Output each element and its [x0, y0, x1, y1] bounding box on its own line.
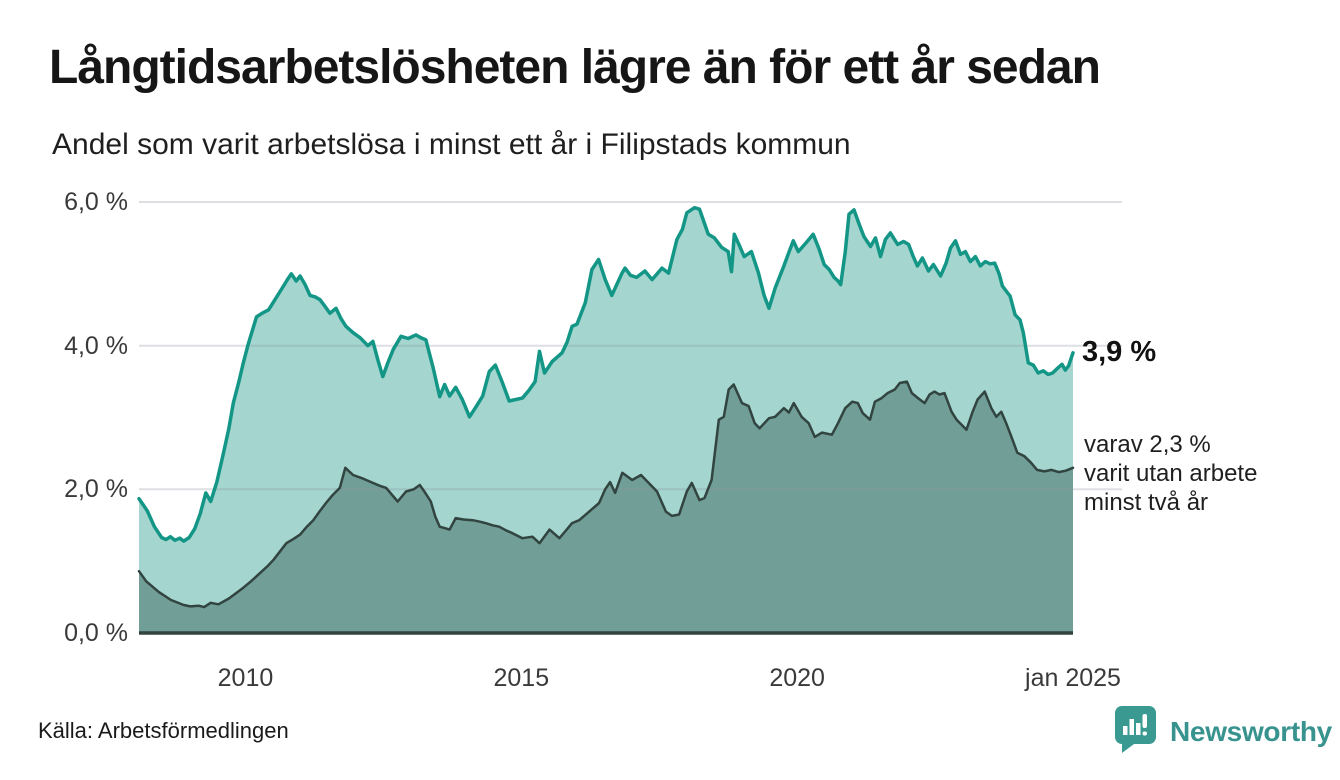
secondary-annotation-line: varav 2,3 %	[1084, 431, 1211, 458]
chart-subtitle: Andel som varit arbetslösa i minst ett å…	[52, 128, 851, 161]
latest-value-label: 3,9 %	[1082, 336, 1157, 368]
area-fill-series-1	[139, 381, 1073, 633]
x-axis-tick-label: 2020	[769, 664, 825, 692]
x-axis-tick-label: 2015	[493, 664, 550, 692]
secondary-annotation: varav 2,3 % varit utan arbete minst två …	[1084, 430, 1257, 517]
y-axis-tick-label: 6,0 %	[64, 188, 128, 216]
y-axis-tick-label: 4,0 %	[64, 331, 128, 360]
y-axis-tick-label: 0,0 %	[64, 619, 128, 647]
newsworthy-wordmark: Newsworthy	[1170, 716, 1332, 747]
secondary-annotation-line: varit utan arbete	[1084, 460, 1258, 487]
source-credit: Källa: Arbetsförmedlingen	[38, 718, 289, 743]
newsworthy-chart-bubble-icon	[1115, 706, 1156, 758]
secondary-annotation-line: minst två år	[1084, 489, 1209, 516]
page-title: Långtidsarbetslösheten lägre än för ett …	[49, 41, 1101, 94]
line-series-1	[137, 380, 1075, 609]
newsworthy-logo: Newsworthy	[1115, 706, 1332, 758]
line-series-0	[137, 205, 1075, 543]
x-axis-tick-label: 2010	[217, 664, 274, 692]
x-axis-tick-label: jan 2025	[1025, 664, 1121, 692]
y-axis-tick-label: 2,0 %	[64, 475, 128, 504]
